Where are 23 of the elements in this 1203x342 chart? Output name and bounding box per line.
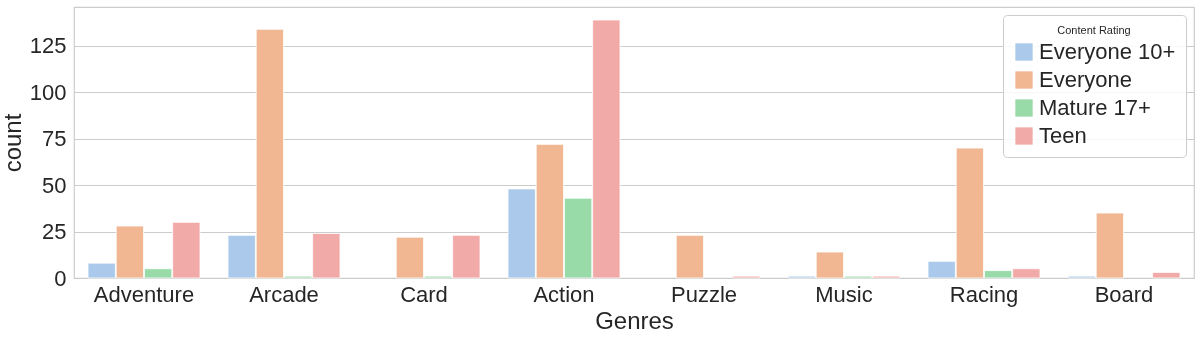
x-tick-label: Adventure bbox=[93, 281, 195, 307]
legend-label: Everyone 10+ bbox=[1039, 39, 1176, 64]
legend-title: Content Rating bbox=[1057, 24, 1131, 36]
x-tick-label: Board bbox=[1094, 281, 1154, 307]
y-tick-label: 0 bbox=[54, 265, 67, 291]
y-tick-label: 125 bbox=[29, 33, 67, 59]
legend-label: Mature 17+ bbox=[1039, 95, 1151, 120]
x-tick-label: Racing bbox=[949, 281, 1019, 307]
x-tick-label: Action bbox=[533, 281, 595, 307]
y-tick-label: 50 bbox=[42, 172, 67, 198]
x-tick-label: Music bbox=[815, 281, 873, 307]
x-tick-label: Card bbox=[400, 281, 448, 307]
y-tick-label: 100 bbox=[29, 79, 67, 105]
legend-label: Everyone bbox=[1039, 67, 1132, 92]
legend-label: Teen bbox=[1039, 123, 1087, 148]
y-tick-label: 25 bbox=[42, 219, 67, 245]
bar bbox=[675, 234, 704, 279]
x-tick-label: Puzzle bbox=[670, 281, 738, 307]
x-axis-title: Genres bbox=[595, 306, 674, 334]
y-tick-label: 75 bbox=[42, 126, 67, 152]
y-axis-title: count bbox=[0, 113, 26, 173]
bar bbox=[1152, 272, 1181, 279]
x-tick-label: Arcade bbox=[249, 281, 319, 307]
